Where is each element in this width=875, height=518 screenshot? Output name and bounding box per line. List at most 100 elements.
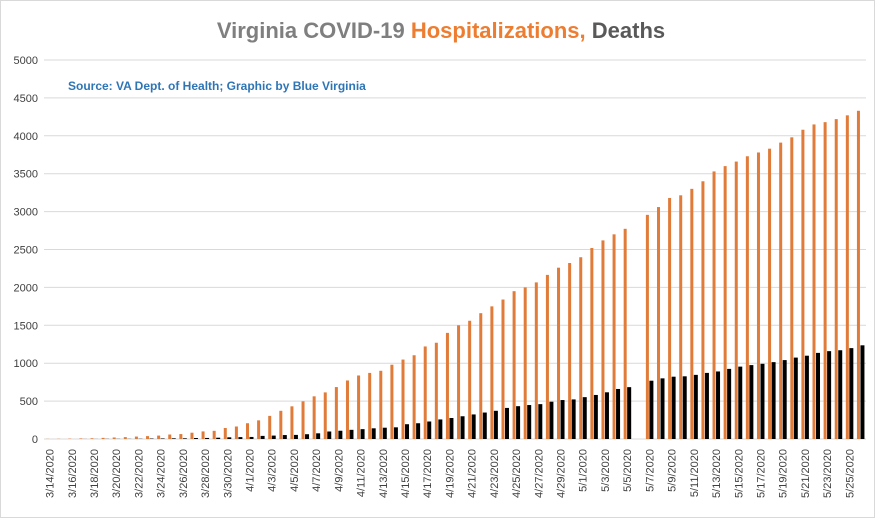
bar	[123, 437, 127, 439]
bar	[246, 423, 249, 439]
x-tick-label: 4/29/2020	[556, 449, 568, 498]
bar	[579, 257, 583, 439]
bar	[438, 419, 443, 439]
y-tick-label: 2000	[14, 282, 38, 294]
bar	[212, 430, 216, 439]
bar	[268, 415, 272, 439]
x-tick-label: 4/19/2020	[444, 449, 456, 498]
x-tick-label: 4/3/2020	[267, 449, 279, 492]
y-tick-label: 1000	[14, 358, 38, 370]
bar	[504, 407, 509, 439]
bar	[345, 380, 349, 439]
bar	[704, 372, 709, 439]
title-part: Virginia COVID-19	[217, 18, 411, 43]
bar	[293, 434, 298, 439]
bar	[616, 388, 621, 439]
bar	[201, 431, 205, 439]
bar	[134, 436, 138, 439]
bar	[101, 437, 105, 439]
bar	[216, 437, 221, 439]
bar	[368, 372, 372, 439]
bar	[179, 434, 183, 439]
bar	[193, 438, 198, 439]
bar	[205, 437, 210, 439]
bar	[523, 287, 527, 439]
bar	[671, 376, 676, 439]
bar	[845, 115, 849, 440]
bar	[449, 418, 454, 439]
x-tick-label: 3/20/2020	[111, 449, 123, 498]
bar	[279, 410, 283, 439]
bar	[238, 437, 243, 439]
bar	[434, 342, 438, 439]
x-tick-label: 5/19/2020	[778, 449, 790, 498]
bar	[334, 387, 338, 439]
bar	[682, 376, 687, 439]
bar	[779, 142, 783, 439]
bar	[760, 363, 765, 439]
bar	[301, 401, 305, 439]
bar	[649, 380, 654, 439]
x-tick-label: 4/1/2020	[245, 449, 257, 492]
bar	[90, 438, 94, 439]
bar	[379, 370, 383, 439]
bar	[538, 404, 543, 439]
bar	[693, 374, 698, 439]
bar	[327, 431, 332, 439]
bar	[801, 129, 805, 439]
bar	[516, 406, 521, 439]
bar	[745, 156, 749, 440]
bar	[223, 428, 227, 439]
bar	[723, 166, 727, 439]
bar	[305, 434, 310, 439]
bar	[601, 240, 605, 439]
chart-title: Virginia COVID-19 Hospitalizations, Deat…	[217, 18, 665, 43]
bar	[227, 437, 232, 439]
bar	[512, 291, 516, 439]
x-tick-label: 5/3/2020	[600, 449, 612, 492]
bar	[360, 429, 365, 439]
y-tick-label: 1500	[14, 320, 38, 332]
x-tick-label: 5/25/2020	[844, 449, 856, 498]
bar	[405, 424, 410, 439]
x-tick-label: 3/14/2020	[45, 449, 57, 498]
bar	[290, 406, 294, 439]
bar	[545, 274, 549, 439]
bar	[549, 401, 554, 439]
x-tick-label: 3/30/2020	[222, 449, 234, 498]
bar	[260, 435, 265, 439]
bar	[427, 421, 432, 439]
bar	[393, 427, 398, 439]
x-tick-label: 4/5/2020	[289, 449, 301, 492]
bar	[790, 137, 794, 440]
x-tick-label: 5/9/2020	[667, 449, 679, 492]
x-tick-label: 5/5/2020	[622, 449, 634, 492]
x-tick-label: 4/25/2020	[511, 449, 523, 498]
bar	[738, 366, 743, 439]
bar	[282, 435, 287, 439]
bar	[271, 435, 276, 439]
bar	[593, 394, 598, 439]
bar	[382, 427, 387, 439]
bar	[312, 396, 316, 439]
y-tick-label: 500	[20, 396, 38, 408]
bar	[401, 359, 405, 439]
bar	[338, 430, 343, 439]
bar	[501, 299, 505, 439]
bar	[734, 161, 738, 439]
bar	[412, 355, 416, 439]
y-tick-label: 3500	[14, 169, 38, 181]
bar	[860, 345, 865, 439]
bar	[768, 148, 772, 439]
bar	[146, 436, 150, 439]
bar	[482, 412, 487, 439]
bar	[804, 355, 809, 439]
bar	[171, 438, 176, 439]
bar	[557, 267, 561, 439]
y-tick-label: 4000	[14, 131, 38, 143]
bar	[79, 438, 83, 439]
bar	[612, 234, 616, 439]
x-tick-label: 5/1/2020	[578, 449, 590, 492]
bar	[234, 426, 238, 439]
